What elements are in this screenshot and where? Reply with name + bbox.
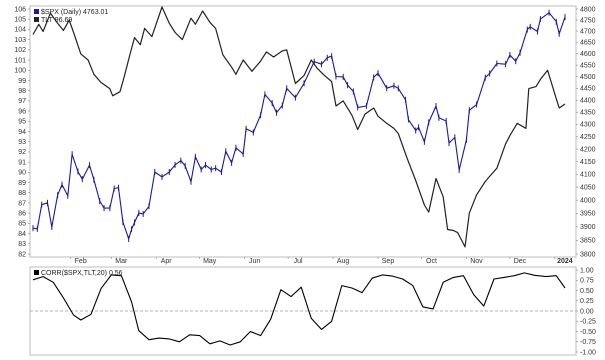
legend-swatch-tlt: [34, 17, 39, 22]
correlation-tick-label: 0.50: [580, 288, 594, 295]
right-axis-tick-label: 4200: [580, 146, 596, 153]
x-axis-tick-label: May: [203, 258, 217, 265]
left-axis-tick-label: 106: [14, 6, 26, 13]
spx-series: [32, 9, 566, 242]
right-axis-tick-label: 4050: [580, 184, 596, 191]
correlation-tick-label: -0.25: [580, 319, 596, 326]
left-axis-tick-label: 96: [18, 108, 26, 115]
correlation-tick-label: 0.00: [580, 308, 594, 315]
legend-label-corr: CORR($SPX,TLT,20) 0.56: [41, 270, 123, 277]
right-axis-tick-label: 3800: [580, 251, 596, 258]
left-axis-tick-label: 97: [18, 98, 26, 105]
left-axis-tick-label: 87: [18, 200, 26, 207]
right-axis-tick-label: 4100: [580, 172, 596, 179]
right-axis-tick-label: 4700: [580, 28, 596, 35]
x-axis: Feb Mar Apr May Jun Jul Aug Sep Oct Nov Dec 2024: [70, 257, 573, 265]
correlation-tick-label: 0.75: [580, 278, 594, 285]
correlation-tick-label: -0.75: [580, 339, 596, 346]
left-axis-tick-label: 91: [18, 159, 26, 166]
correlation-tick-label: 1.00: [580, 267, 594, 274]
price-legend: $SPX (Daily) 4763.01 TLT 96.69: [34, 9, 108, 24]
right-axis-tick-label: 3950: [580, 211, 596, 218]
right-axis: 3800 3850 3900 3950 4000 4050 4100 4150 4200 4250…: [576, 6, 596, 258]
tlt-series: [32, 6, 566, 248]
left-axis-tick-label: 90: [18, 170, 26, 177]
left-axis-tick-label: 100: [14, 68, 26, 75]
right-axis-tick-label: 4750: [580, 17, 596, 24]
right-axis-tick-label: 4000: [580, 198, 596, 205]
correlation-tick-label: 0.25: [580, 298, 594, 305]
legend-label-spx: $SPX (Daily) 4763.01: [41, 9, 108, 16]
left-axis-tick-label: 102: [14, 47, 26, 54]
x-axis-tick-label: Jul: [294, 258, 303, 265]
left-axis-tick-label: 101: [14, 57, 26, 64]
left-axis-tick-label: 104: [14, 27, 26, 34]
left-axis-tick-label: 88: [18, 190, 26, 197]
correlation-tick-label: -0.50: [580, 329, 596, 336]
right-axis-tick-label: 4400: [580, 98, 596, 105]
left-axis-tick-label: 103: [14, 37, 26, 44]
left-axis: 82 83 84 85 86 87 88 89 90 91 92 93 94 95 96 97 98 99 100 1…: [14, 6, 30, 258]
left-axis-tick-label: 95: [18, 119, 26, 126]
right-axis-tick-label: 4650: [580, 40, 596, 47]
left-axis-tick-label: 83: [18, 241, 26, 248]
price-panel: 82 83 84 85 86 87 88 89 90 91 92 93 94 95 96 97 98 99 100 1…: [14, 5, 596, 265]
x-axis-tick-label: Apr: [161, 258, 173, 265]
right-axis-tick-label: 4500: [580, 74, 596, 81]
x-axis-tick-label: Mar: [115, 258, 128, 265]
left-axis-tick-label: 98: [18, 88, 26, 95]
right-axis-tick-label: 4450: [580, 86, 596, 93]
x-axis-tick-label: Dec: [514, 258, 527, 265]
correlation-legend: CORR($SPX,TLT,20) 0.56: [34, 270, 123, 277]
legend-swatch-corr: [34, 270, 39, 275]
left-axis-tick-label: 94: [18, 129, 26, 136]
left-axis-tick-label: 99: [18, 78, 26, 85]
x-axis-tick-label: Nov: [470, 258, 483, 265]
x-axis-tick-label: Sep: [382, 258, 395, 265]
correlation-panel: 1.00 0.75 0.50 0.25 0.00 -0.25 -0.50 -0.75 -1.00…: [29, 266, 596, 356]
correlation-axis: 1.00 0.75 0.50 0.25 0.00 -0.25 -0.50 -0.75 -1.00: [576, 267, 596, 356]
x-axis-tick-label: Aug: [337, 258, 350, 265]
legend-label-tlt: TLT 96.69: [41, 17, 72, 24]
left-axis-tick-label: 89: [18, 180, 26, 187]
left-axis-tick-label: 92: [18, 149, 26, 156]
legend-swatch-spx: [34, 9, 39, 14]
left-axis-tick-label: 93: [18, 139, 26, 146]
x-axis-tick-label: Feb: [75, 258, 87, 265]
left-axis-tick-label: 84: [18, 231, 26, 238]
x-axis-tick-label: 2024: [557, 258, 573, 265]
right-axis-tick-label: 4250: [580, 134, 596, 141]
right-axis-tick-label: 3900: [580, 224, 596, 231]
left-axis-tick-label: 82: [18, 251, 26, 258]
left-axis-tick-label: 105: [14, 17, 26, 24]
left-axis-tick-label: 85: [18, 221, 26, 228]
right-axis-tick-label: 4150: [580, 159, 596, 166]
right-axis-tick-label: 4800: [580, 6, 596, 13]
x-axis-tick-label: Jun: [249, 258, 260, 265]
right-axis-tick-label: 4350: [580, 110, 596, 117]
correlation-line: [32, 272, 566, 346]
tlt-line: [32, 6, 566, 248]
right-axis-tick-label: 3850: [580, 238, 596, 245]
correlation-tick-label: -1.00: [580, 349, 596, 356]
correlation-series: [32, 272, 566, 346]
right-axis-tick-label: 4600: [580, 51, 596, 58]
right-axis-tick-label: 4550: [580, 62, 596, 69]
left-axis-tick-label: 86: [18, 210, 26, 217]
right-axis-tick-label: 4300: [580, 122, 596, 129]
x-axis-tick-label: Oct: [426, 258, 437, 265]
